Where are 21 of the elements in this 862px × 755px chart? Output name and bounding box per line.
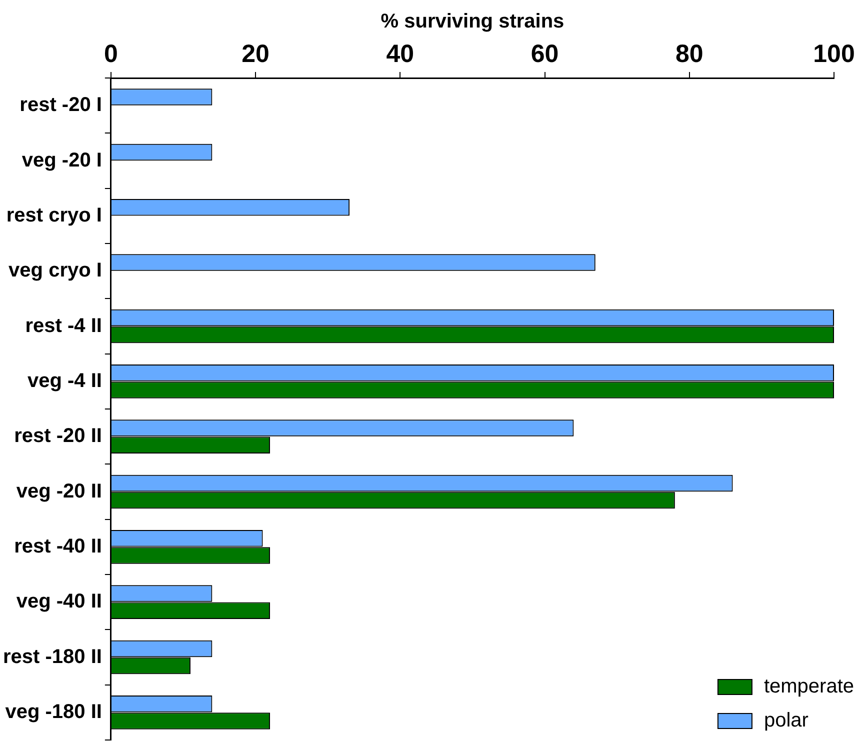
x-tick-label: 40 bbox=[386, 40, 414, 68]
legend-label: polar bbox=[764, 710, 809, 732]
x-tick-label: 20 bbox=[242, 40, 270, 68]
x-tick-label: 0 bbox=[104, 40, 118, 68]
x-tick-label: 80 bbox=[675, 40, 704, 68]
y-tick-label: rest -40 II bbox=[14, 535, 102, 558]
x-tick-label: 100 bbox=[813, 40, 855, 68]
x-tick-label: 60 bbox=[530, 40, 559, 68]
y-tick-label: veg -4 II bbox=[27, 370, 102, 392]
y-tick-label: veg cryo I bbox=[8, 260, 102, 282]
y-tick-label: rest cryo I bbox=[6, 204, 102, 226]
y-tick-label: veg -20 I bbox=[22, 149, 102, 172]
legend-label: temperate bbox=[764, 676, 854, 698]
y-tick-label: rest -4 II bbox=[25, 314, 102, 337]
x-axis-title: % surviving strains bbox=[380, 10, 564, 33]
y-tick-label: rest -20 I bbox=[20, 94, 102, 116]
y-tick-label: veg -40 II bbox=[16, 590, 102, 613]
y-tick-label: veg -180 II bbox=[5, 700, 102, 723]
y-tick-label: rest -180 II bbox=[2, 646, 102, 668]
y-tick-label: rest -20 II bbox=[14, 425, 102, 448]
y-tick-label: veg -20 II bbox=[16, 480, 102, 502]
